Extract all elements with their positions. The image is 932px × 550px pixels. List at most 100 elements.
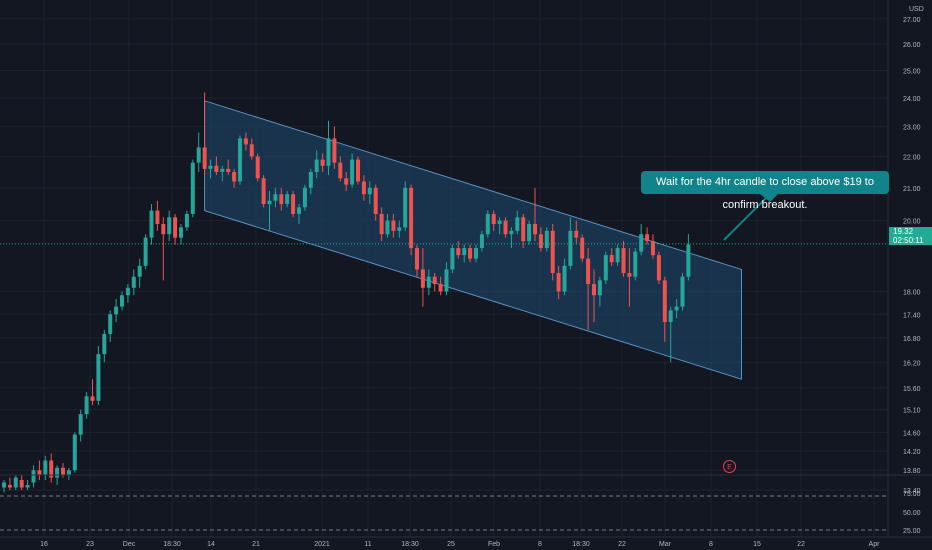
candle-body [426, 276, 431, 288]
candle-body [37, 470, 42, 476]
candle-body [662, 280, 667, 323]
candle-body [232, 171, 237, 182]
candle-body [238, 138, 242, 182]
oscillator-tick: 75.00 [903, 491, 921, 498]
candle-body [102, 333, 107, 355]
candle-body [503, 220, 508, 235]
candle [344, 171, 349, 192]
candle [66, 467, 71, 481]
candle-body [267, 200, 272, 205]
time-tick-label: Dec [123, 541, 136, 548]
candle-body [125, 287, 130, 296]
candle [226, 159, 231, 176]
candle [143, 234, 148, 270]
candle-body [361, 181, 366, 195]
earnings-marker[interactable]: E [723, 460, 736, 473]
candle-body [344, 178, 349, 185]
candle [651, 234, 655, 259]
candle-body [66, 470, 71, 476]
candle-body [515, 217, 520, 231]
candle [403, 181, 408, 231]
candle [285, 191, 290, 208]
candle [356, 156, 360, 185]
price-tick-label: 14.20 [903, 449, 921, 456]
candle-body [603, 255, 608, 281]
candle-body [485, 213, 490, 235]
candle [243, 132, 248, 151]
candle-body [592, 284, 596, 296]
annotation-callout[interactable]: Wait for the 4hr candle to close above $… [641, 171, 889, 211]
price-tick-label: 16.20 [903, 360, 921, 367]
candle [297, 204, 301, 225]
time-tick-label: 21 [252, 541, 260, 548]
candle-body [273, 194, 278, 201]
candle-body [326, 138, 331, 166]
candle [220, 165, 225, 182]
candle-body [468, 248, 473, 259]
price-tick-label: 21.00 [903, 186, 921, 193]
candle-body [379, 213, 384, 235]
time-axis[interactable]: 16 23 Dec 18:30 14 21 2021 11 18:30 25 Feb 8 18:30 22… [40, 541, 880, 548]
candle [485, 210, 490, 238]
candle [13, 475, 18, 491]
candle-body [49, 460, 54, 478]
candle-body [385, 220, 390, 235]
candle [184, 210, 189, 231]
price-axis[interactable]: 28.0027.0026.0025.0024.0023.0022.0021.00… [903, 0, 921, 495]
candle-body [497, 220, 502, 225]
candle-body [668, 310, 673, 323]
candle [474, 244, 478, 263]
candle-body [403, 187, 408, 228]
oscillator-tick: 50.00 [903, 510, 921, 517]
candle [173, 213, 178, 245]
time-tick-label: Apr [869, 541, 881, 548]
candle [161, 217, 166, 281]
candle [515, 210, 520, 235]
candle [615, 244, 620, 266]
candle-body [196, 147, 201, 163]
candle-body [214, 165, 219, 172]
time-tick-label: Mar [659, 541, 672, 548]
candle [367, 181, 372, 205]
candle-body [55, 467, 60, 478]
candle [2, 480, 6, 493]
candle [72, 432, 77, 473]
candle [479, 230, 484, 252]
candle [43, 455, 48, 481]
candle [550, 224, 555, 281]
price-tick-label: 27.00 [903, 17, 921, 24]
candle [196, 132, 201, 172]
candle [521, 213, 526, 249]
candle-body [633, 251, 638, 277]
candle-body [332, 138, 337, 163]
candle-body [279, 194, 284, 205]
price-tick-label: 17.40 [903, 312, 921, 319]
candle-body [208, 165, 213, 169]
candle [456, 241, 461, 259]
candle [19, 475, 24, 491]
candle [621, 241, 626, 277]
time-tick-label: 16 [40, 541, 48, 548]
candle [308, 168, 313, 195]
candle-body [409, 187, 414, 249]
candle [7, 477, 12, 491]
candle [656, 251, 661, 285]
candle [125, 284, 130, 303]
candle-body [656, 255, 661, 281]
candle-body [19, 480, 24, 488]
candle [592, 269, 596, 323]
candle [645, 227, 650, 245]
candle-body [574, 230, 579, 238]
candle-body [420, 269, 425, 288]
candle-body [544, 230, 549, 249]
candle-body [255, 156, 260, 179]
candle-body [627, 273, 632, 277]
candle [167, 210, 172, 242]
candle-body [314, 159, 319, 172]
candle [379, 207, 384, 242]
candle-body [397, 227, 402, 231]
candle [273, 187, 278, 208]
candle [627, 248, 632, 307]
candle-body [609, 255, 614, 263]
